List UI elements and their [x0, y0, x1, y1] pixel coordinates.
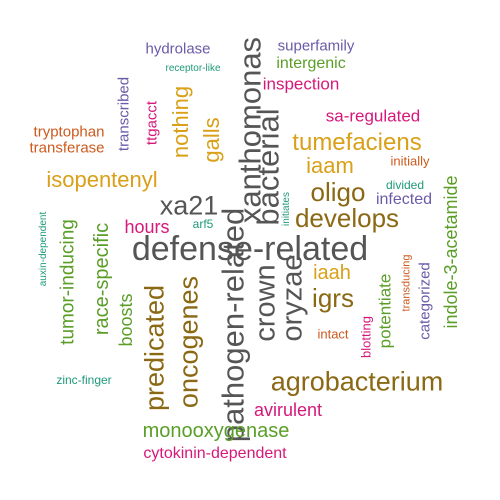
word-boosts: boosts [116, 293, 136, 347]
word-transferase: transferase [29, 139, 105, 157]
word-initially: initially [390, 153, 430, 169]
word-pathogen-related: pathogen-related [215, 207, 251, 443]
word-isopentenyl: isopentenyl [46, 167, 158, 192]
word-iaah: iaah [313, 262, 351, 284]
word-divided: divided [385, 178, 425, 192]
word-defense-related: defense-related [131, 230, 369, 268]
word-potentiate: potentiate [375, 273, 395, 349]
word-ttgacct: ttgacct [143, 100, 161, 146]
word-oryzae: oryzae [276, 254, 309, 342]
word-cytokinin-dependent: cytokinin-dependent [143, 445, 287, 462]
word-hours: hours [124, 217, 170, 237]
word-develops: develops [294, 203, 400, 233]
word-infected: infected [375, 191, 433, 208]
word-indole-3-acetamide: indole-3-acetamide [441, 175, 461, 329]
word-xa21: xa21 [159, 190, 219, 221]
word-igrs: igrs [312, 283, 354, 313]
word-iaam: iaam [306, 153, 354, 178]
word-race-specific: race-specific [91, 222, 113, 336]
word-sa-regulated: sa-regulated [325, 106, 421, 126]
word-bacterial: bacterial [250, 108, 286, 226]
word-intergenic: intergenic [276, 55, 346, 72]
word-transcribed: transcribed [115, 76, 133, 152]
word-initiates: initiates [281, 192, 292, 226]
word-inspection: inspection [262, 74, 340, 94]
word-tumor-inducing: tumor-inducing [57, 219, 79, 345]
word-categorized: categorized [416, 262, 434, 340]
word-tumefaciens: tumefaciens [292, 129, 422, 156]
word-transducing: transducing [400, 254, 413, 312]
word-receptor-like: receptor-like [165, 63, 221, 74]
word-tryptophan: tryptophan [33, 123, 105, 141]
word-hydrolase: hydrolase [145, 40, 211, 58]
word-oncogenes: oncogenes [173, 275, 204, 409]
word-monooxygenase: monooxygenase [142, 420, 290, 442]
word-oligo: oligo [310, 177, 366, 207]
word-zinc-finger: zinc-finger [56, 373, 112, 387]
word-nothing: nothing [168, 85, 193, 159]
word-superfamily: superfamily [277, 37, 355, 55]
word-blotting: blotting [358, 316, 374, 358]
word-galls: galls [199, 117, 224, 163]
word-auxin-dependent: auxin-dependent [38, 211, 49, 287]
word-predicated: predicated [139, 284, 170, 412]
word-intact: intact [317, 326, 349, 342]
word-avirulent: avirulent [253, 400, 323, 420]
word-arf5: arf5 [192, 217, 214, 231]
word-agrobacterium: agrobacterium [270, 366, 444, 397]
